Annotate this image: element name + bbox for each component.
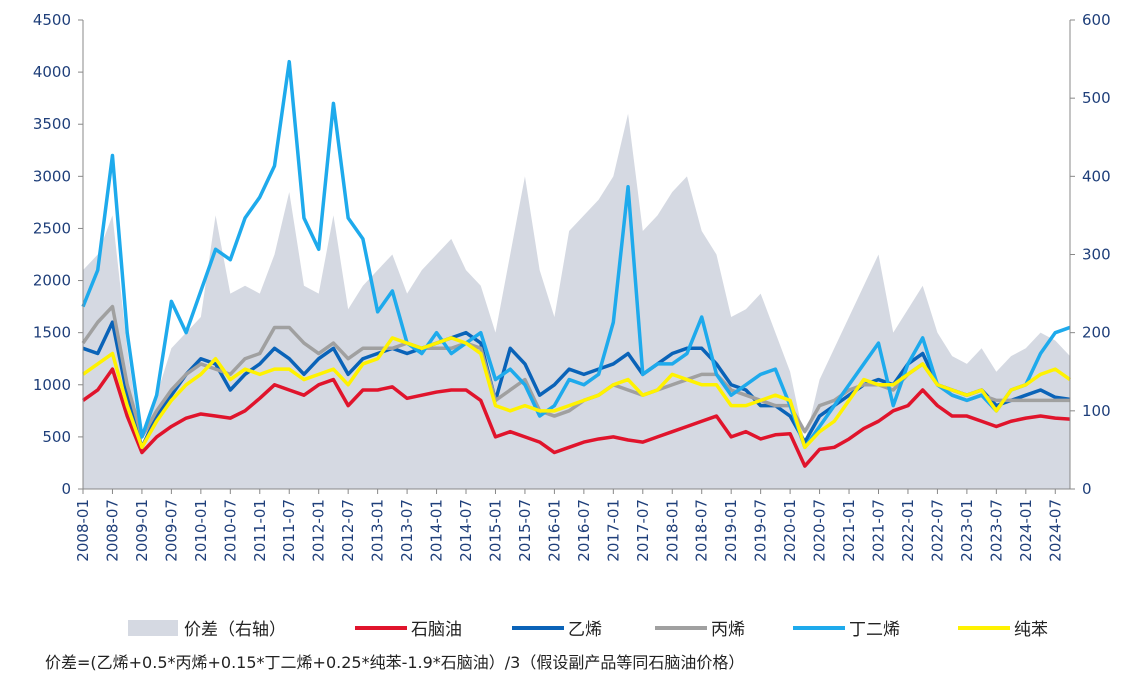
x-tick-label: 2008-07 (103, 499, 121, 562)
x-tick-label: 2018-01 (663, 499, 681, 562)
y-tick-label: 4000 (33, 63, 71, 81)
x-tick-label: 2016-01 (545, 499, 563, 562)
y2-tick-label: 500 (1082, 89, 1111, 107)
y-tick-label: 0 (61, 480, 71, 498)
y-tick-label: 2000 (33, 272, 71, 290)
y2-tick-label: 200 (1082, 324, 1111, 342)
x-tick-label: 2011-01 (251, 499, 269, 562)
x-tick-label: 2021-01 (840, 499, 858, 562)
y2-tick-label: 0 (1082, 480, 1092, 498)
y2-tick-label: 100 (1082, 402, 1111, 420)
y-tick-label: 3000 (33, 167, 71, 185)
x-tick-label: 2022-01 (899, 499, 917, 562)
x-tick-label: 2022-07 (928, 499, 946, 562)
x-tick-label: 2017-07 (634, 499, 652, 562)
x-tick-label: 2012-01 (310, 499, 328, 562)
x-tick-label: 2009-01 (133, 499, 151, 562)
x-tick-label: 2018-07 (693, 499, 711, 562)
x-tick-label: 2024-01 (1017, 499, 1035, 562)
legend-label: 价差（右轴） (184, 620, 286, 640)
x-tick-label: 2010-01 (192, 499, 210, 562)
x-tick-label: 2011-07 (280, 499, 298, 562)
x-tick-label: 2024-07 (1046, 499, 1064, 562)
y2-tick-label: 600 (1082, 11, 1111, 29)
x-tick-label: 2010-07 (221, 499, 239, 562)
x-tick-label: 2023-01 (958, 499, 976, 562)
x-tick-label: 2014-07 (457, 499, 475, 562)
y2-tick-label: 300 (1082, 246, 1111, 264)
y-tick-label: 4500 (33, 11, 71, 29)
x-tick-label: 2021-07 (869, 499, 887, 562)
x-tick-label: 2016-07 (575, 499, 593, 562)
y2-tick-label: 400 (1082, 167, 1111, 185)
x-tick-label: 2013-01 (369, 499, 387, 562)
y-tick-label: 3500 (33, 115, 71, 133)
x-tick-label: 2008-01 (74, 499, 92, 562)
legend-label: 乙烯 (568, 620, 602, 640)
x-tick-label: 2020-07 (811, 499, 829, 562)
area (83, 113, 1070, 490)
y-tick-label: 500 (42, 428, 71, 446)
y-tick-label: 2500 (33, 219, 71, 237)
x-tick-label: 2019-07 (752, 499, 770, 562)
x-tick-label: 2009-07 (162, 499, 180, 562)
footnote: 价差=(乙烯+0.5*丙烯+0.15*丁二烯+0.25*纯苯-1.9*石脑油）/… (45, 653, 744, 672)
x-tick-label: 2015-01 (486, 499, 504, 562)
x-tick-label: 2023-07 (987, 499, 1005, 562)
x-tick-label: 2012-07 (339, 499, 357, 562)
x-tick-label: 2014-01 (428, 499, 446, 562)
legend-label: 纯苯 (1014, 620, 1048, 640)
x-tick-label: 2019-01 (722, 499, 740, 562)
y-tick-label: 1000 (33, 376, 71, 394)
legend-label: 石脑油 (411, 620, 462, 640)
x-tick-label: 2015-07 (516, 499, 534, 562)
x-tick-label: 2017-01 (604, 499, 622, 562)
line (81, 367, 1071, 468)
legend-label: 丁二烯 (849, 620, 900, 640)
line (81, 59, 1071, 450)
x-tick-label: 2013-07 (398, 499, 416, 562)
x-tick-label: 2020-01 (781, 499, 799, 562)
line (81, 336, 1072, 450)
legend-label: 丙烯 (711, 620, 745, 640)
y-tick-label: 1500 (33, 324, 71, 342)
legend-swatch (128, 620, 178, 636)
